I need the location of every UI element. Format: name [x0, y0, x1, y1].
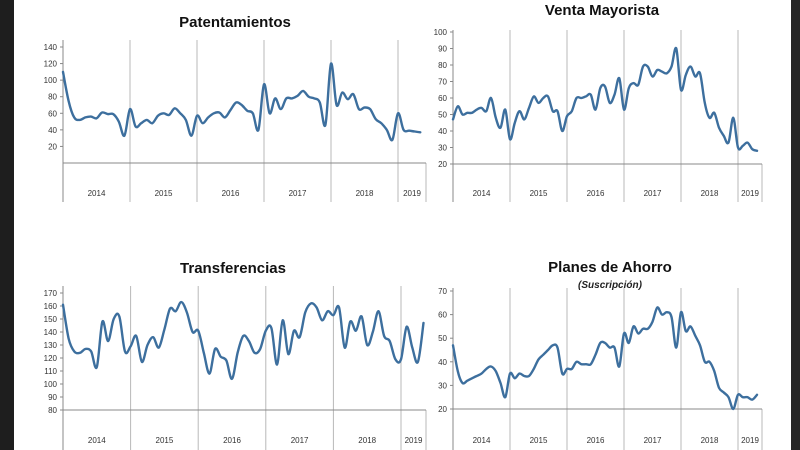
x-tick-label: 2016 [223, 436, 241, 445]
y-tick-label: 140 [44, 43, 58, 52]
y-tick-label: 20 [438, 405, 447, 414]
x-tick-label: 2019 [405, 436, 423, 445]
y-tick-label: 120 [44, 60, 58, 69]
y-tick-label: 40 [438, 358, 447, 367]
y-tick-label: 60 [438, 94, 447, 103]
x-tick-label: 2019 [741, 189, 759, 198]
series-line [451, 46, 759, 152]
x-tick-label: 2016 [222, 189, 240, 198]
y-tick-label: 130 [44, 341, 58, 350]
y-tick-label: 60 [438, 311, 447, 320]
y-tick-label: 20 [48, 142, 57, 151]
left-background-edge [0, 0, 14, 450]
y-tick-label: 90 [438, 45, 447, 54]
right-background-edge [791, 0, 800, 450]
y-tick-label: 70 [438, 78, 447, 87]
x-tick-label: 2018 [701, 436, 719, 445]
y-tick-label: 100 [44, 76, 58, 85]
chart-panel-4: Planes de Ahorro (Suscripción) 20 30 40 50 60 7… [438, 259, 763, 450]
chart-title: Patentamientos [179, 14, 291, 31]
x-tick-label: 2017 [644, 189, 662, 198]
y-tick-label: 30 [438, 144, 447, 153]
series-line [61, 62, 422, 142]
chart-panel-1: Patentamientos 20 40 60 80 100 120 140 2014 2015 2… [44, 14, 427, 202]
x-tick-label: 2016 [587, 436, 605, 445]
y-tick-label: 110 [44, 367, 57, 376]
y-tick-label: 50 [438, 334, 447, 343]
y-tick-label: 100 [44, 380, 58, 389]
chart-panel-2: Venta Mayorista 20 30 40 50 60 70 80 90 100 2014 20… [434, 2, 763, 202]
y-tick-label: 140 [44, 328, 58, 337]
y-tick-label: 100 [434, 28, 448, 37]
x-tick-label: 2018 [356, 189, 374, 198]
chart-title: Planes de Ahorro [548, 259, 672, 276]
y-tick-label: 40 [438, 127, 447, 136]
x-tick-label: 2019 [741, 436, 759, 445]
y-tick-label: 80 [48, 93, 57, 102]
y-tick-label: 80 [48, 406, 57, 415]
chart-panel-3: Transferencias 80 90 100 110 120 130 140 150 160 1… [44, 260, 427, 450]
y-tick-label: 150 [44, 315, 58, 324]
y-tick-label: 40 [48, 126, 57, 135]
y-tick-label: 30 [438, 381, 447, 390]
y-tick-label: 70 [438, 287, 447, 296]
x-tick-label: 2017 [644, 436, 662, 445]
series-line [61, 300, 425, 381]
series-line [451, 306, 759, 411]
x-tick-label: 2019 [403, 189, 421, 198]
x-tick-label: 2015 [530, 189, 548, 198]
x-tick-label: 2018 [358, 436, 376, 445]
x-tick-label: 2014 [473, 189, 491, 198]
x-tick-label: 2017 [291, 436, 309, 445]
y-tick-label: 20 [438, 160, 447, 169]
x-tick-label: 2018 [701, 189, 719, 198]
x-tick-label: 2015 [155, 189, 173, 198]
y-tick-label: 60 [48, 109, 57, 118]
x-tick-label: 2015 [530, 436, 548, 445]
chart-title: Venta Mayorista [545, 2, 660, 19]
x-tick-label: 2014 [88, 189, 106, 198]
chart-title: Transferencias [180, 260, 286, 277]
y-tick-label: 50 [438, 111, 447, 120]
x-tick-label: 2014 [88, 436, 106, 445]
x-tick-label: 2017 [289, 189, 307, 198]
x-tick-label: 2014 [473, 436, 491, 445]
y-tick-label: 80 [438, 61, 447, 70]
y-tick-label: 90 [48, 393, 57, 402]
x-tick-label: 2015 [156, 436, 174, 445]
y-tick-label: 120 [44, 354, 58, 363]
y-tick-label: 170 [44, 289, 58, 298]
chart-subtitle: (Suscripción) [578, 280, 643, 291]
y-tick-label: 160 [44, 302, 58, 311]
x-tick-label: 2016 [587, 189, 605, 198]
